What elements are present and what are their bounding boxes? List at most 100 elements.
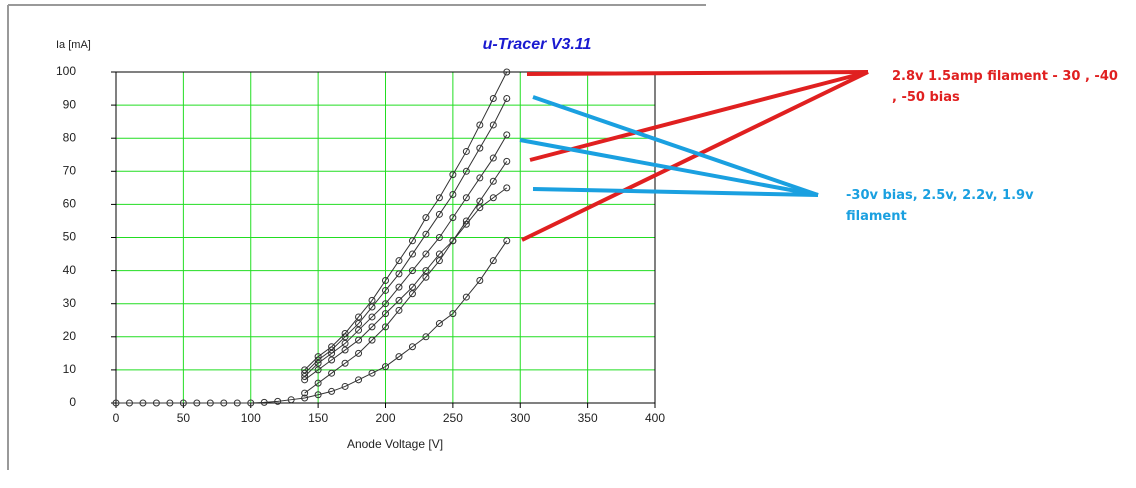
data-point: [476, 144, 484, 152]
data-point: [328, 387, 336, 395]
data-point: [422, 267, 430, 275]
data-point: [476, 174, 484, 182]
data-point: [382, 323, 389, 331]
data-point: [368, 323, 376, 331]
x-tick-label: 250: [443, 411, 463, 425]
data-point: [193, 399, 201, 407]
annotation-lines: [519, 70, 869, 242]
data-point: [368, 296, 376, 304]
data-point: [341, 333, 349, 341]
y-tick-label: 90: [63, 97, 77, 111]
data-point: [408, 290, 416, 298]
x-tick-label: 300: [510, 411, 530, 425]
x-axis-label: Anode Voltage [V]: [347, 437, 443, 451]
y-tick-label: 40: [63, 263, 77, 277]
series-line: [304, 187, 508, 381]
annotation: 2.8v 1.5amp filament - 30 , -40 , -50 bi…: [892, 69, 1118, 105]
data-point: [328, 356, 336, 364]
data-point: [503, 131, 511, 139]
data-point: [301, 389, 309, 397]
data-point: [503, 157, 511, 165]
data-point: [301, 376, 309, 384]
data-point: [314, 359, 322, 367]
y-axis-label: Ia [mA]: [56, 39, 91, 51]
y-tick-label: 10: [63, 362, 77, 376]
data-point: [341, 382, 349, 390]
data-point: [435, 320, 443, 328]
data-point: [422, 230, 430, 238]
data-point: [422, 214, 430, 222]
y-tick-label: 50: [63, 230, 77, 244]
data-point: [422, 250, 430, 258]
y-tick-label: 30: [63, 296, 77, 310]
x-tick-label: 150: [308, 411, 328, 425]
data-point: [462, 147, 470, 155]
series-line: [304, 98, 508, 374]
data-point: [166, 399, 174, 407]
y-tick-label: 60: [63, 197, 77, 211]
data-point: [382, 310, 389, 318]
data-point: [435, 257, 443, 265]
data-point: [395, 257, 403, 265]
data-point: [355, 320, 363, 328]
blue-pointers: [519, 95, 819, 197]
data-point: [355, 336, 363, 344]
data-point: [314, 366, 322, 374]
data-point: [382, 300, 389, 308]
data-point: [355, 349, 363, 357]
series-line: [304, 71, 508, 371]
data-point: [435, 194, 443, 202]
data-point: [220, 399, 228, 407]
data-point: [503, 184, 511, 192]
data-point: [314, 391, 322, 399]
y-tick-label: 100: [56, 64, 76, 78]
data-point: [408, 237, 416, 245]
data-point: [503, 94, 511, 102]
data-point: [449, 171, 457, 179]
data-point: [382, 363, 389, 371]
data-point: [435, 210, 443, 218]
data-point: [355, 326, 363, 334]
series-line: [116, 240, 508, 404]
chart-title: u-Tracer V3.11: [483, 36, 592, 53]
data-point: [314, 379, 322, 387]
data-point: [476, 277, 484, 285]
data-point: [489, 177, 497, 185]
x-tick-label: 400: [645, 411, 665, 425]
x-tick-label: 350: [578, 411, 598, 425]
data-point: [449, 237, 457, 245]
data-point: [274, 397, 282, 405]
data-point: [287, 396, 295, 404]
data-point: [435, 234, 443, 241]
pointer: [521, 70, 869, 242]
x-tick-label: 50: [177, 411, 191, 425]
pointer: [532, 187, 819, 197]
data-point: [206, 399, 214, 407]
data-point: [395, 283, 403, 291]
pointer: [529, 70, 869, 162]
data-point: [152, 399, 160, 407]
pointer: [526, 70, 869, 76]
data-point: [422, 273, 430, 281]
annotation: -30v bias, 2.5v, 2.2v, 1.9v filament: [846, 188, 1034, 224]
data-point: [382, 277, 389, 285]
data-point: [125, 399, 133, 407]
data-point: [355, 313, 363, 321]
data-point: [247, 399, 255, 407]
data-point: [503, 68, 511, 76]
data-point: [179, 399, 187, 407]
data-point: [462, 194, 470, 202]
data-point: [395, 270, 403, 278]
grid: [115, 71, 656, 404]
data-point: [462, 167, 470, 175]
data-point: [449, 214, 457, 222]
data-point: [328, 349, 336, 357]
data-point: [355, 376, 363, 384]
data-point: [489, 94, 497, 102]
data-point: [368, 313, 376, 321]
data-point: [395, 353, 403, 361]
data-point: [341, 346, 349, 354]
data-point: [260, 398, 268, 406]
y-tick-label: 0: [69, 395, 76, 409]
data-point: [503, 237, 511, 245]
